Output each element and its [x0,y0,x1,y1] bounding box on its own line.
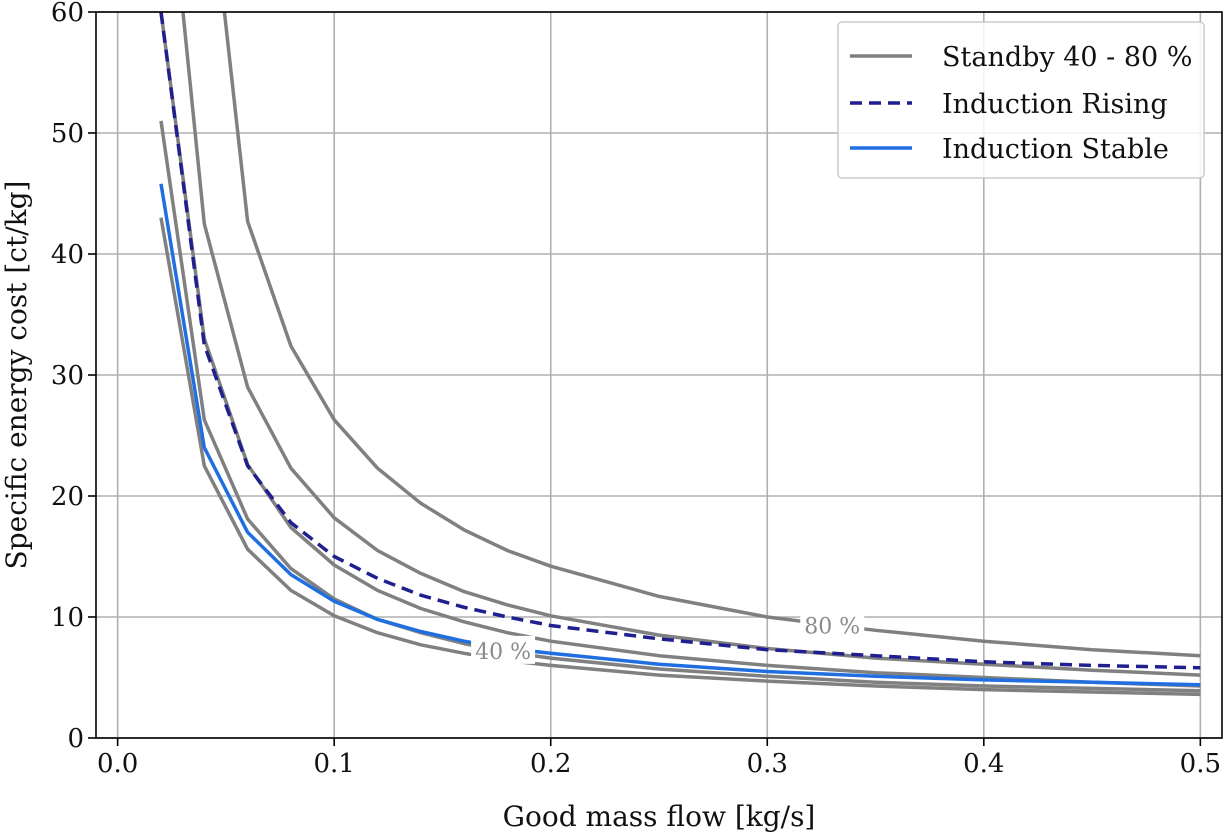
x-tick-label: 0.2 [530,749,571,779]
x-tick-label: 0.4 [963,749,1004,779]
curve-label-bg [800,610,865,639]
standby-line [181,12,1201,677]
legend-label-induction-stable: Induction Stable [942,134,1169,165]
induction-rising-line [159,12,1201,670]
x-axis-title: Good mass flow [kg/s] [503,800,816,833]
legend: Standby 40 - 80 % Induction Rising Induc… [837,21,1205,179]
ticks: 0.0 0.1 0.2 0.3 0.4 0.5 0 10 20 30 40 50 60 [51,0,1221,779]
x-tick-label: 0.3 [747,749,788,779]
y-tick-label: 10 [51,603,84,633]
x-tick-label: 0.0 [97,749,138,779]
y-axis-title: Specific energy cost [ct/kg] [0,181,33,570]
standby-line [222,12,1201,658]
y-tick-label: 0 [67,724,84,754]
y-tick-label: 40 [51,240,84,270]
grid [96,11,1222,739]
legend-box [837,21,1205,179]
curve-label: 80 % [804,614,860,639]
legend-label-induction-rising: Induction Rising [942,89,1168,120]
y-tick-label: 60 [51,0,84,28]
curve-label-bg [471,635,536,664]
y-tick-label: 20 [51,482,84,512]
legend-label-standby: Standby 40 - 80 % [942,42,1192,73]
x-tick-label: 0.1 [314,749,355,779]
y-tick-label: 30 [51,361,84,391]
y-tick-label: 50 [51,119,84,149]
curve-labels: 80 % 40 % [471,610,865,665]
curve-label: 40 % [475,640,531,665]
x-tick-label: 0.5 [1180,749,1221,779]
